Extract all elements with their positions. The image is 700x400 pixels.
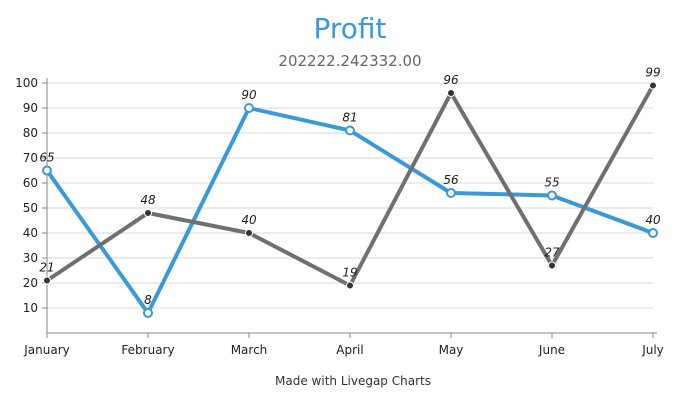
y-tick-label: 20 [23,276,38,290]
data-label: 90 [241,88,257,102]
x-tick-label: May [439,343,464,357]
data-label: 40 [241,213,257,227]
y-tick-label: 90 [23,101,38,115]
data-label: 27 [544,246,560,260]
series-0-point [143,308,153,318]
chart-title: Profit [313,12,386,45]
series-1-point [144,209,152,217]
x-tick-label: June [538,343,565,357]
series-0-point [244,103,254,113]
data-label: 81 [342,111,357,125]
axes: 10 20 30 40 50 60 70 80 90 100 January February Marc… [15,76,664,357]
chart-subtitle: 202222.242332.00 [278,52,421,70]
x-tick-label: January [23,343,70,357]
series-0-point [345,125,355,136]
series-1-point [346,281,354,290]
series-0-point [446,188,456,198]
data-label: 19 [342,266,357,280]
x-tick-label: February [121,343,174,357]
y-tick-label: 40 [23,226,38,240]
y-tick-label: 100 [15,76,38,90]
y-tick-label: 70 [23,151,38,165]
series-1-point [43,276,51,285]
series-1-point [548,261,556,270]
data-label: 99 [645,66,660,80]
data-label: 96 [443,73,459,87]
y-tick-label: 50 [23,201,38,215]
x-tick-label: April [336,343,363,357]
series-0-point [648,228,658,238]
data-label: 48 [140,193,156,207]
series-1-point [447,89,455,97]
data-labels: 65 8 90 81 56 55 40 21 48 40 19 96 27 99 [39,66,661,308]
data-label: 21 [39,261,54,275]
series-1-point [245,229,253,237]
data-label: 8 [144,293,152,307]
data-label: 56 [443,173,459,187]
data-label: 55 [544,176,559,190]
x-tick-label: July [641,343,664,357]
data-label: 65 [39,151,54,165]
series-0-point [547,190,557,201]
grid-lines [47,82,653,309]
y-tick-label: 80 [23,126,38,140]
y-tick-label: 30 [23,251,38,265]
series-1-point [649,81,657,90]
data-label: 40 [645,213,661,227]
y-tick-label: 60 [23,176,38,190]
series-0-point [42,165,52,176]
series-lines [42,81,658,318]
chart-footer: Made with Livegap Charts [275,374,431,388]
y-tick-label: 10 [23,301,38,315]
x-tick-label: March [231,343,268,357]
